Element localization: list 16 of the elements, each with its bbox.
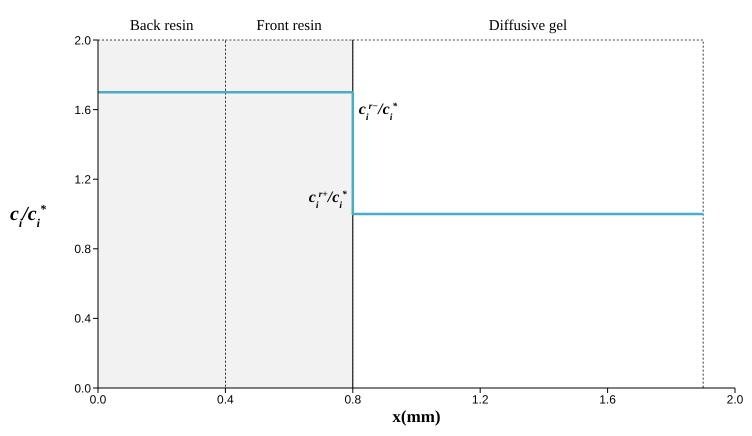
y-tick-label: 2.0 [74,33,92,48]
y-tick-label: 0.8 [74,242,92,256]
band-label: Back resin [130,18,194,34]
y-tick-label: 0.0 [74,381,92,396]
x-tick-label: 0.0 [90,392,107,407]
y-tick-label: 1.6 [74,102,92,117]
x-tick-label: 0.8 [344,392,362,407]
y-tick-label: 0.4 [74,312,92,326]
x-tick-label: 0.4 [217,392,234,407]
y-tick-label: 1.2 [74,172,92,186]
x-tick-label: 1.6 [599,392,616,407]
x-tick-label: 1.2 [472,392,489,407]
x-tick-label: 2.0 [726,392,744,407]
x-axis-title: x(mm) [392,407,441,426]
band-label: Front resin [256,18,322,34]
band-label: Diffusive gel [488,18,568,34]
